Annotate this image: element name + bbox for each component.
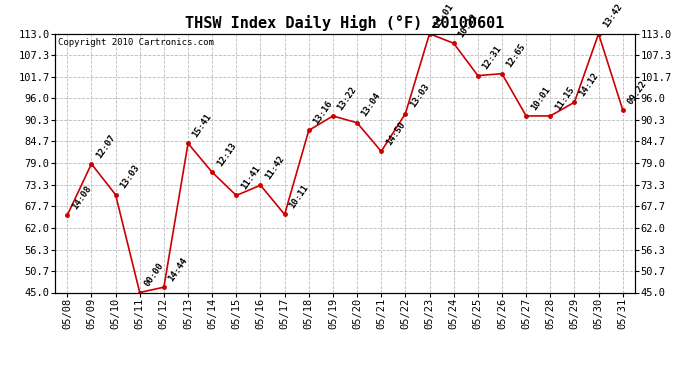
Text: 12:65: 12:65 xyxy=(505,42,528,69)
Text: 13:22: 13:22 xyxy=(336,85,359,112)
Text: 14:50: 14:50 xyxy=(384,120,407,147)
Text: 13:04: 13:04 xyxy=(360,92,383,118)
Text: 14:44: 14:44 xyxy=(167,256,190,283)
Text: 13:03: 13:03 xyxy=(408,82,431,110)
Text: 13:01: 13:01 xyxy=(433,2,455,30)
Text: 12:13: 12:13 xyxy=(215,141,238,168)
Text: 11:42: 11:42 xyxy=(264,154,286,181)
Text: 10:11: 10:11 xyxy=(288,183,310,210)
Text: Copyright 2010 Cartronics.com: Copyright 2010 Cartronics.com xyxy=(58,38,214,46)
Text: 11:41: 11:41 xyxy=(239,164,262,191)
Text: 11:15: 11:15 xyxy=(553,85,576,112)
Text: 15:41: 15:41 xyxy=(191,112,214,139)
Text: 09:22: 09:22 xyxy=(626,78,649,106)
Title: THSW Index Daily High (°F) 20100601: THSW Index Daily High (°F) 20100601 xyxy=(186,15,504,31)
Text: 13:16: 13:16 xyxy=(312,99,335,126)
Text: 00:00: 00:00 xyxy=(143,261,166,288)
Text: 13:03: 13:03 xyxy=(119,164,141,190)
Text: 10:01: 10:01 xyxy=(529,85,552,112)
Text: 14:08: 14:08 xyxy=(70,184,93,211)
Text: 13:42: 13:42 xyxy=(602,2,624,30)
Text: 12:07: 12:07 xyxy=(95,132,117,160)
Text: 14:12: 14:12 xyxy=(578,71,600,98)
Text: 10:32: 10:32 xyxy=(457,12,480,39)
Text: 12:31: 12:31 xyxy=(481,44,504,72)
